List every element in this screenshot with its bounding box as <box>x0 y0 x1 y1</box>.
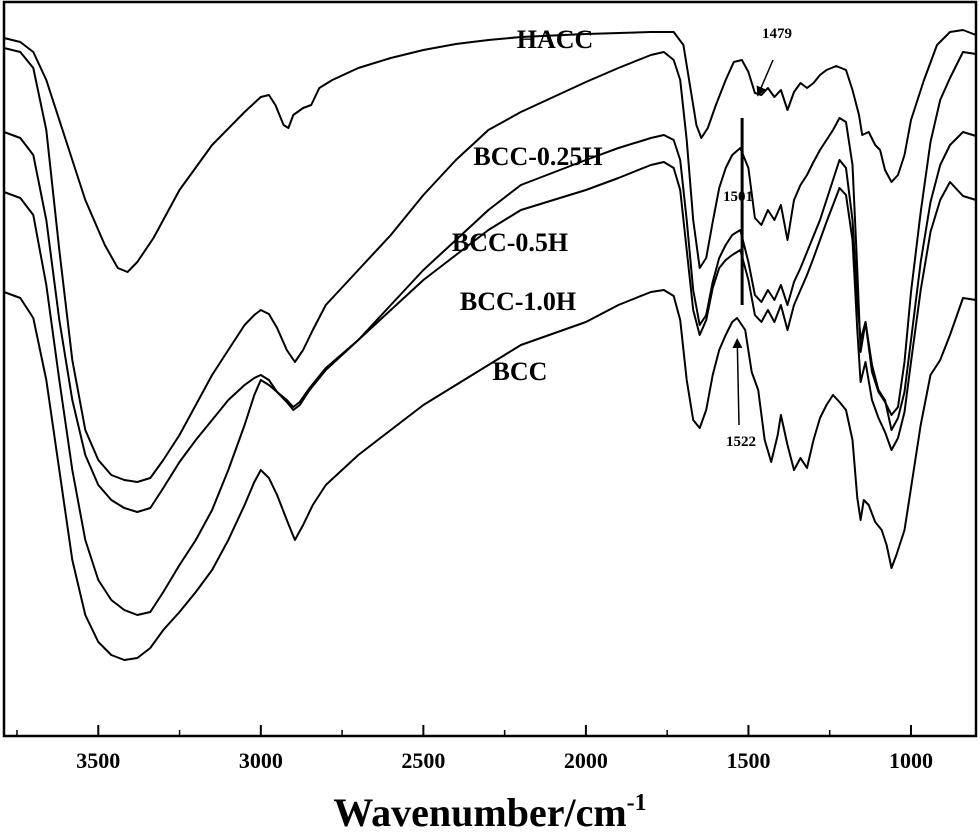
x-axis-title: Wavenumber/cm-1 <box>333 790 646 835</box>
curve-bcc <box>3 289 977 661</box>
x-tick-label: 2000 <box>564 748 608 773</box>
axes: 3500 3000 2500 2000 1500 1000 <box>2 0 978 773</box>
annotation-arrow-1522 <box>732 338 743 426</box>
series-label-bcc-0-25h: BCC-0.25H <box>473 142 602 171</box>
x-tick-label: 1000 <box>889 748 933 773</box>
x-axis-title-superscript: -1 <box>627 790 647 816</box>
series-label-bcc: BCC <box>493 357 548 386</box>
x-tick-label: 2500 <box>401 748 445 773</box>
spectra-curves <box>3 29 977 661</box>
annotation-arrow-1479 <box>756 59 774 97</box>
plot-frame <box>2 0 978 738</box>
curve-bcc-0-5h <box>3 131 977 513</box>
series-label-bcc-0-5h: BCC-0.5H <box>452 228 568 257</box>
x-tick-label: 1500 <box>726 748 770 773</box>
x-tick-label: 3500 <box>76 748 120 773</box>
series-labels: HACC BCC-0.25H BCC-0.5H BCC-1.0H BCC <box>452 25 603 386</box>
curve-hacc <box>3 29 977 273</box>
annotation-1479: 1479 <box>762 26 792 42</box>
curve-bcc-1-0h <box>3 161 977 616</box>
annotations: 1479 1501 1522 <box>723 26 792 450</box>
curve-bcc-0-25h <box>3 47 977 483</box>
annotation-1501: 1501 <box>723 189 753 205</box>
annotation-1522: 1522 <box>726 434 756 450</box>
series-label-hacc: HACC <box>517 25 594 54</box>
x-tick-label: 3000 <box>239 748 283 773</box>
series-label-bcc-1-0h: BCC-1.0H <box>460 287 576 316</box>
